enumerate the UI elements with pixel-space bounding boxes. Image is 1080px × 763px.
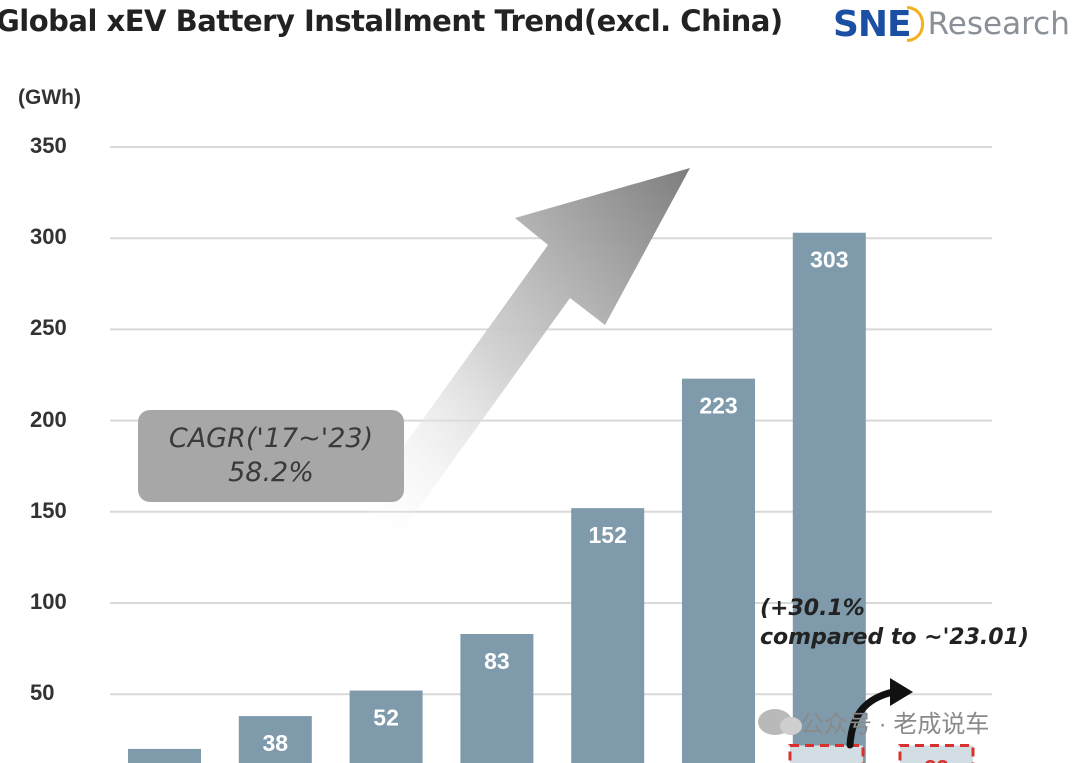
bar <box>238 716 312 763</box>
cagr-value: 58.2% <box>228 457 314 488</box>
bar <box>460 634 534 763</box>
y-tick-label: 50 <box>30 680 55 706</box>
chart-title: Global xEV Battery Installment Trend(exc… <box>0 4 783 38</box>
bar <box>128 748 201 763</box>
y-axis-unit: (GWh) <box>18 86 81 109</box>
y-tick-label: 350 <box>30 133 67 158</box>
note-curved-arrow-head <box>890 678 913 706</box>
bar-value-label: 152 <box>589 522 627 548</box>
growth-note-line1: (+30.1% <box>760 596 865 621</box>
logo-secondary: Research <box>927 6 1070 42</box>
y-tick-label: 250 <box>30 315 67 341</box>
bar <box>571 508 645 763</box>
bar <box>682 378 755 763</box>
cagr-callout: CAGR('17~'23) 58.2% <box>138 410 404 502</box>
y-tick-label: 300 <box>30 224 67 250</box>
growth-note: (+30.1% compared to ~'23.01) <box>760 594 1029 652</box>
sne-research-logo: SNE Research <box>833 0 1070 48</box>
note-curved-arrow <box>846 688 897 749</box>
y-tick-label: 100 <box>30 589 67 614</box>
bar <box>792 232 866 763</box>
partial-bar-label: 23 <box>924 755 948 763</box>
growth-arrow <box>365 168 690 555</box>
bar-value-label: 83 <box>484 648 510 674</box>
watermark-text: 公众号 · 老成说车 <box>800 711 990 738</box>
bar-value-label: 52 <box>373 705 399 731</box>
growth-note-line2: compared to ~'23.01) <box>760 625 1029 650</box>
cagr-period: CAGR('17~'23) <box>168 423 374 454</box>
logo-primary: SNE <box>833 3 912 45</box>
watermark: 公众号 · 老成说车 <box>758 704 989 739</box>
bar-value-label: 38 <box>263 730 289 756</box>
bar <box>349 690 423 763</box>
partial-bar <box>788 743 865 763</box>
bar-value-label: 303 <box>810 247 848 273</box>
bar-value-label: 223 <box>699 393 737 419</box>
y-tick-label: 150 <box>30 497 67 523</box>
partial-bar <box>898 743 975 763</box>
wechat-icon <box>758 708 802 735</box>
y-tick-label: 200 <box>30 406 67 432</box>
